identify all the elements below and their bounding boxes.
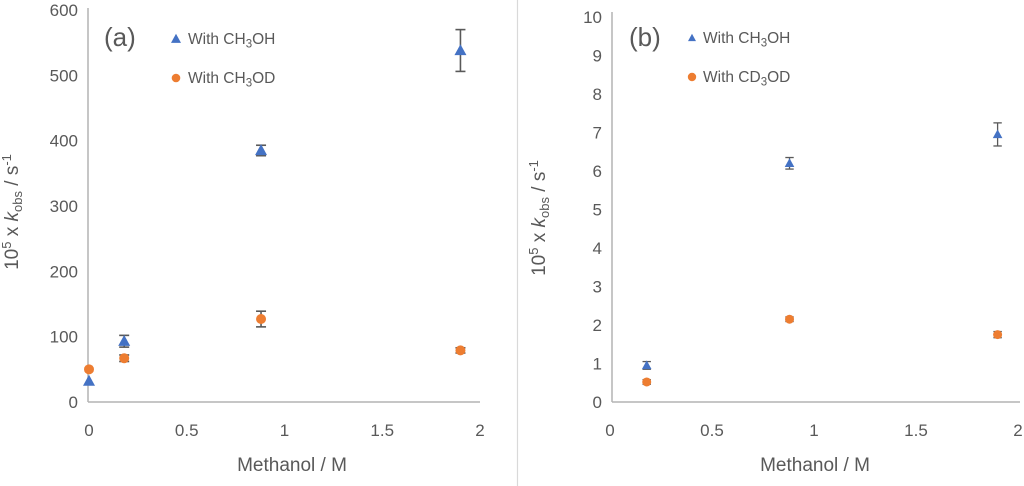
data-point-circle: [119, 353, 130, 364]
y-axis-title: 105 x kobs / s-1: [526, 160, 552, 276]
y-tick-label: 100: [50, 328, 78, 347]
x-tick-label: 1.5: [370, 421, 394, 440]
data-point-triangle: [784, 158, 795, 168]
x-tick-label: 0.5: [700, 421, 724, 440]
data-point-circle: [455, 345, 466, 356]
x-tick-label: 2: [1013, 421, 1022, 440]
y-axis-title: 105 x kobs / s-1: [0, 154, 25, 270]
legend-circle-icon: [687, 72, 697, 82]
legend-label: With CH3OD: [188, 70, 275, 90]
data-point-circle: [256, 314, 267, 325]
panel-label: (b): [629, 22, 661, 52]
y-tick-label: 300: [50, 197, 78, 216]
legend-circle-icon: [171, 73, 181, 83]
legend-label: With CH3OH: [188, 31, 275, 51]
data-point-circle: [785, 314, 795, 324]
y-tick-label: 2: [593, 316, 602, 335]
y-tick-label: 400: [50, 132, 78, 151]
panel-label: (a): [104, 22, 136, 52]
y-tick-label: 600: [50, 1, 78, 20]
legend-label: With CD3OD: [703, 69, 790, 89]
y-tick-label: 8: [593, 85, 602, 104]
data-point-circle: [84, 364, 94, 375]
x-tick-label: 0: [605, 421, 614, 440]
chart-panel-a: 0 100 200 300 400 500 600 0 0.5 1 1.5 2 Methanol / M…: [0, 1, 485, 476]
x-tick-label: 1.5: [904, 421, 928, 440]
y-tick-label: 1: [593, 355, 602, 374]
x-axis-title: Methanol / M: [237, 455, 347, 476]
data-point-circle: [993, 330, 1003, 340]
chart-panel-b: 0 1 2 3 4 5 6 7 8 9 10 0 0.5 1 1.5 2 Methanol / M 105 x k…: [526, 8, 1023, 476]
y-tick-label: 6: [593, 162, 602, 181]
data-point-triangle: [255, 144, 268, 156]
y-tick-label: 500: [50, 66, 78, 85]
data-point-triangle: [641, 360, 652, 370]
x-tick-label: 0.5: [175, 421, 199, 440]
x-tick-label: 1: [280, 421, 289, 440]
y-tick-label: 3: [593, 278, 602, 297]
y-tick-label: 5: [593, 201, 602, 220]
x-tick-label: 0: [84, 421, 93, 440]
legend-triangle-icon: [688, 33, 696, 42]
y-tick-label: 7: [593, 124, 602, 143]
y-tick-label: 4: [593, 239, 602, 258]
legend-triangle-icon: [171, 33, 181, 43]
y-tick-label: 10: [583, 8, 602, 27]
data-point-triangle: [83, 374, 95, 386]
y-tick-label: 200: [50, 262, 78, 281]
y-tick-label: 0: [593, 393, 602, 412]
x-tick-label: 1: [809, 421, 818, 440]
data-point-circle: [642, 377, 652, 387]
y-tick-label: 9: [593, 47, 602, 66]
legend-label: With CH3OH: [703, 30, 790, 50]
y-tick-label: 0: [69, 393, 78, 412]
data-point-triangle: [118, 334, 131, 346]
x-axis-title: Methanol / M: [760, 455, 870, 476]
x-tick-label: 2: [475, 421, 484, 440]
data-point-triangle: [992, 129, 1003, 139]
data-point-triangle: [454, 44, 467, 56]
